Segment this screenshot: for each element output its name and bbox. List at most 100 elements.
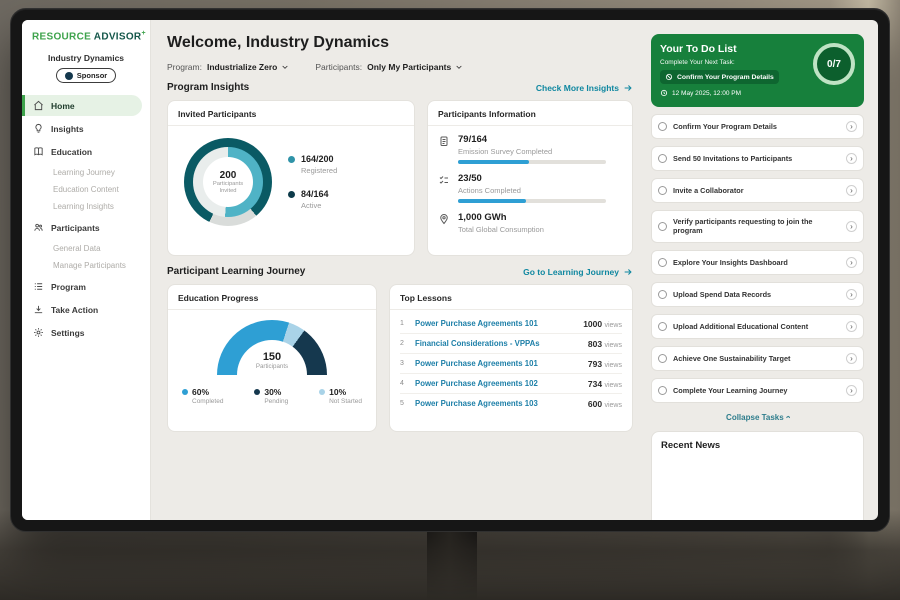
lesson-row[interactable]: 4 Power Purchase Agreements 102 734 view… — [400, 374, 622, 394]
chevron-right-icon[interactable]: › — [846, 288, 857, 300]
lesson-title-link[interactable]: Power Purchase Agreements 103 — [415, 399, 538, 408]
task-item[interactable]: Achieve One Sustainability Target › — [651, 345, 864, 371]
task-item[interactable]: Complete Your Learning Journey › — [651, 377, 864, 403]
chevron-right-icon[interactable]: › — [846, 185, 857, 196]
sidebar-item-take-action[interactable]: Take Action — [22, 299, 142, 320]
task-checkbox[interactable] — [658, 154, 667, 163]
card-divider — [428, 125, 632, 126]
chevron-right-icon[interactable]: › — [846, 153, 857, 164]
check-more-insights-link[interactable]: Check More Insights — [536, 83, 633, 93]
chevron-right-icon[interactable]: › — [846, 320, 857, 332]
task-checkbox[interactable] — [658, 385, 667, 395]
task-item[interactable]: Send 50 Invitations to Participants › — [651, 146, 864, 171]
participants-select[interactable]: Only My Participants — [367, 62, 463, 72]
stat-global-consumption: 1,000 GWh Total Global Consumption — [438, 212, 622, 238]
sidebar-item-label: Insights — [51, 123, 84, 134]
legend-item-pending: 30% Pending — [254, 387, 288, 405]
participants-information-card: Participants Information 79/164 Emission… — [427, 100, 633, 256]
lesson-title-link[interactable]: Financial Considerations - VPPAs — [415, 339, 540, 348]
task-checkbox[interactable] — [658, 221, 667, 231]
not-started-dot-icon — [319, 389, 326, 395]
legend-value: 10% — [329, 387, 347, 397]
sidebar-item-general-data[interactable]: General Data — [53, 244, 101, 254]
todo-progress-value: 0/7 — [827, 58, 841, 70]
people-icon — [33, 222, 44, 233]
task-checkbox[interactable] — [658, 122, 667, 131]
task-checkbox[interactable] — [658, 186, 667, 195]
lesson-row[interactable]: 5 Power Purchase Agreements 103 600 view… — [400, 394, 622, 413]
sidebar-item-settings[interactable]: Settings — [22, 322, 142, 343]
lesson-views: 793 views — [587, 358, 622, 369]
lesson-row[interactable]: 2 Financial Considerations - VPPAs 803 v… — [400, 334, 622, 354]
card-divider — [168, 125, 414, 126]
task-label: Upload Spend Data Records — [673, 289, 772, 299]
task-item[interactable]: Invite a Collaborator › — [651, 178, 864, 203]
lesson-title-link[interactable]: Power Purchase Agreements 102 — [415, 379, 538, 388]
lesson-title-link[interactable]: Power Purchase Agreements 101 — [415, 319, 538, 328]
due-date-label: 12 May 2025, 12:00 PM — [672, 89, 742, 97]
task-checkbox[interactable] — [658, 257, 667, 267]
task-item[interactable]: Upload Additional Educational Content › — [651, 313, 864, 339]
education-progress-card: Education Progress 150 Participants — [167, 284, 377, 432]
lesson-row[interactable]: 1 Power Purchase Agreements 101 1000 vie… — [400, 314, 622, 334]
task-item[interactable]: Explore Your Insights Dashboard › — [651, 249, 864, 275]
top-lessons-card: Top Lessons 1 Power Purchase Agreements … — [389, 284, 633, 432]
task-item[interactable]: Upload Spend Data Records › — [651, 281, 864, 307]
chevron-right-icon[interactable]: › — [846, 121, 857, 132]
app-window: RESOURCE ADVISOR+ Industry Dynamics Spon… — [22, 20, 878, 520]
sidebar-item-program[interactable]: Program — [22, 276, 142, 297]
collapse-tasks-button[interactable]: Collapse Tasks › — [651, 412, 864, 422]
sidebar-item-label: Participants — [51, 222, 100, 233]
card-divider — [168, 309, 376, 310]
chevron-right-icon[interactable]: › — [846, 384, 857, 396]
task-item[interactable]: Confirm Your Program Details › — [651, 114, 864, 139]
lesson-rank: 1 — [400, 320, 404, 327]
chevron-right-icon[interactable]: › — [846, 256, 857, 268]
chevron-down-icon — [455, 63, 463, 71]
sidebar-nav: Home Insights Education Learning Journey… — [22, 95, 150, 343]
sidebar-item-manage-participants[interactable]: Manage Participants — [53, 261, 126, 271]
task-checkbox[interactable] — [658, 289, 667, 299]
sponsor-badge[interactable]: Sponsor — [55, 68, 117, 84]
legend-item-completed: 60% Completed — [182, 387, 223, 405]
sidebar-item-label: Education — [51, 146, 93, 157]
active-dot-icon — [288, 191, 295, 198]
sidebar-item-learning-insights[interactable]: Learning Insights — [53, 202, 114, 212]
sidebar-item-insights[interactable]: Insights — [22, 118, 142, 139]
brand-logo: RESOURCE ADVISOR+ — [22, 30, 150, 42]
sidebar-item-education-content[interactable]: Education Content — [53, 185, 119, 195]
lesson-title-link[interactable]: Power Purchase Agreements 101 — [415, 359, 538, 368]
task-checkbox[interactable] — [658, 321, 667, 331]
chevron-right-icon[interactable]: › — [846, 352, 857, 364]
task-label: Confirm Your Program Details — [673, 121, 777, 131]
card-title: Top Lessons — [400, 293, 452, 303]
donut-center: 200 Participants Invited — [203, 157, 253, 207]
sidebar-item-education[interactable]: Education — [22, 141, 142, 162]
task-label: Achieve One Sustainability Target — [673, 353, 791, 363]
card-title: Participants Information — [438, 109, 536, 119]
legend-label: Completed — [192, 398, 224, 405]
download-icon — [33, 304, 44, 315]
lesson-row[interactable]: 3 Power Purchase Agreements 101 793 view… — [400, 354, 622, 374]
program-select[interactable]: Industrialize Zero — [207, 62, 289, 72]
learning-cards-row: Education Progress 150 Participants — [167, 284, 633, 432]
lesson-rank: 3 — [400, 360, 404, 367]
main-content: Welcome, Industry Dynamics Program: Indu… — [151, 20, 647, 520]
lesson-rank: 4 — [400, 380, 404, 387]
task-item[interactable]: Verify participants requesting to join t… — [651, 210, 864, 243]
todo-title: Your To Do List — [660, 43, 737, 55]
stat-actions-completed: 23/50 Actions Completed — [438, 173, 622, 203]
task-checkbox[interactable] — [658, 353, 667, 363]
next-task-chip[interactable]: Confirm Your Program Details — [660, 70, 779, 84]
sidebar-item-participants[interactable]: Participants — [22, 217, 142, 238]
todo-progress-ring: 0/7 — [813, 43, 855, 85]
sidebar-item-home[interactable]: Home — [22, 95, 142, 117]
card-divider — [390, 309, 632, 310]
sidebar-item-learning-journey[interactable]: Learning Journey — [53, 168, 115, 178]
chevron-right-icon[interactable]: › — [846, 220, 857, 232]
gear-icon — [33, 327, 44, 338]
go-to-learning-journey-link[interactable]: Go to Learning Journey — [523, 267, 633, 277]
next-task-due: 12 May 2025, 12:00 PM — [660, 89, 779, 97]
gauge-center-label: Participants — [255, 363, 289, 370]
completed-dot-icon — [182, 389, 188, 395]
